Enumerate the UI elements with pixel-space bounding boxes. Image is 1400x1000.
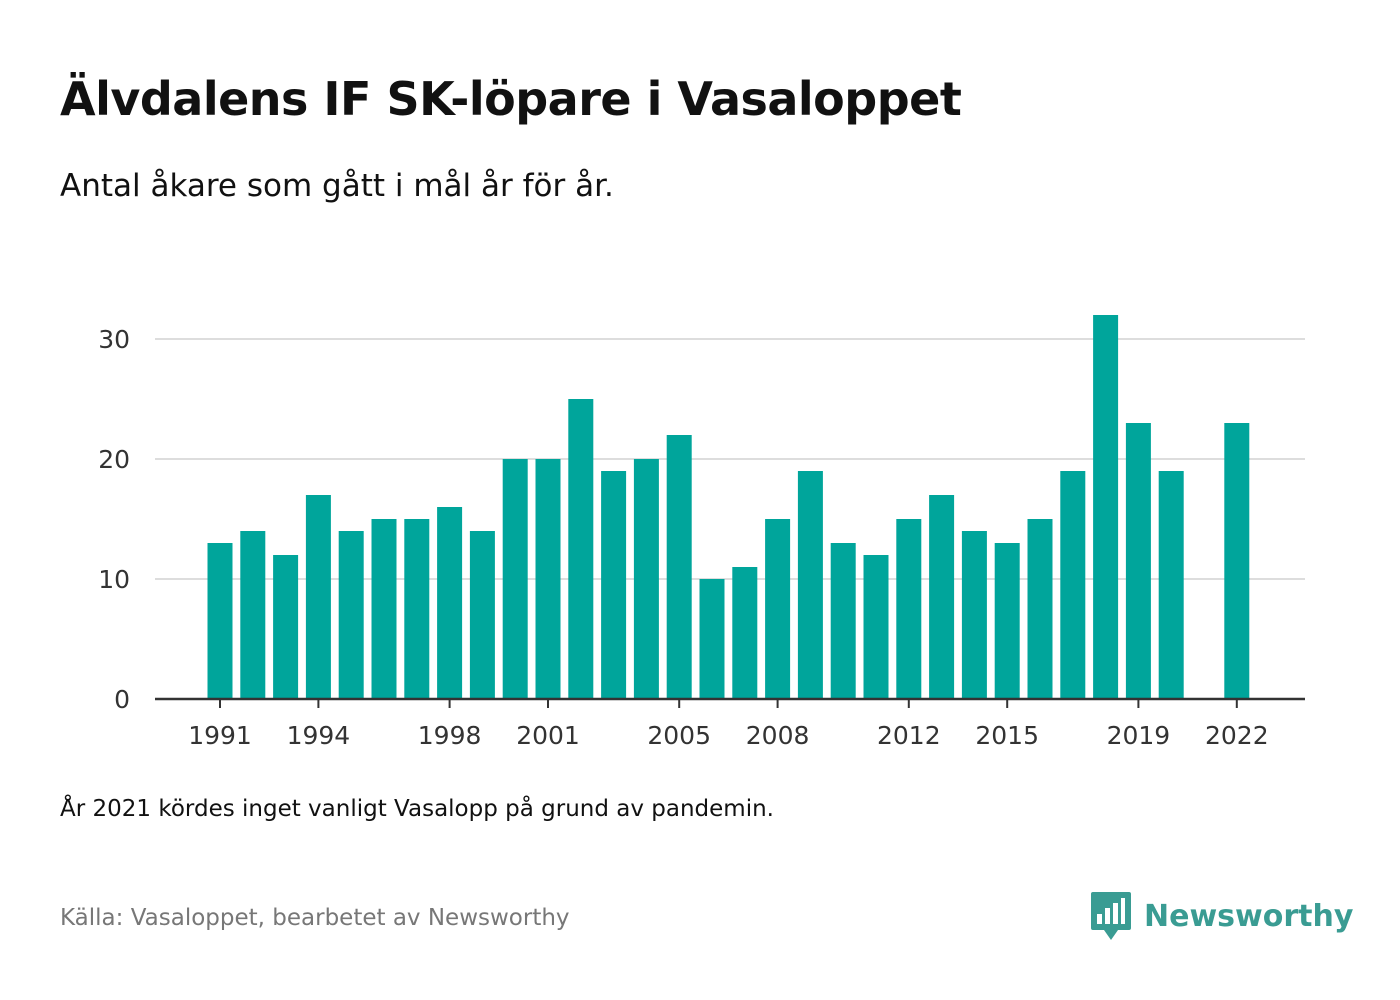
bars (207, 315, 1250, 699)
bar-2004 (633, 459, 659, 699)
x-tick-label: 1994 (287, 721, 351, 750)
x-tick-label: 2019 (1107, 721, 1171, 750)
chart-title: Älvdalens IF SK-löpare i Vasaloppet (60, 72, 962, 126)
source-credit: Källa: Vasaloppet, bearbetet av Newswort… (60, 905, 570, 931)
x-tick-label: 1998 (418, 721, 482, 750)
brand-name: Newsworthy (1144, 898, 1354, 934)
bar-2019 (1125, 423, 1151, 699)
y-tick-label: 20 (98, 445, 130, 474)
y-tick-label: 0 (114, 685, 130, 714)
x-tick-label: 2001 (516, 721, 580, 750)
bar-1997 (404, 519, 430, 699)
bar-2016 (1027, 519, 1053, 699)
bar-2012 (896, 519, 922, 699)
footnote: År 2021 kördes inget vanligt Vasalopp på… (60, 796, 774, 822)
bar-1991 (207, 543, 233, 699)
bar-1994 (305, 495, 331, 699)
bar-1995 (338, 531, 364, 699)
bar-2008 (765, 519, 791, 699)
brand: Newsworthy (1090, 890, 1353, 942)
x-tick-label: 2022 (1205, 721, 1269, 750)
bar-2006 (699, 579, 725, 699)
bar-2002 (568, 399, 594, 699)
bar-1993 (273, 555, 299, 699)
bar-2022 (1224, 423, 1250, 699)
bar-2013 (929, 495, 955, 699)
bar-2005 (666, 435, 692, 699)
x-tick-label: 1991 (188, 721, 252, 750)
axes: 0 10 20 30 1991 1994 1998 2001 2005 2008 2012 2015 2… (98, 325, 1305, 750)
x-tick-label: 2008 (746, 721, 810, 750)
y-tick-label: 30 (98, 325, 130, 354)
bar-2011 (863, 555, 889, 699)
bar-chart-speech-bubble-icon (1091, 892, 1131, 940)
bar-2014 (961, 531, 987, 699)
bar-2000 (502, 459, 528, 699)
x-tick-label: 2015 (975, 721, 1039, 750)
x-tick-label: 2005 (647, 721, 711, 750)
x-tick-label: 2012 (877, 721, 941, 750)
bar-2007 (732, 567, 758, 699)
bar-2010 (830, 543, 856, 699)
bar-1996 (371, 519, 397, 699)
bar-2020 (1158, 471, 1184, 699)
bar-2009 (797, 471, 823, 699)
bar-1998 (437, 507, 463, 699)
chart-subtitle: Antal åkare som gått i mål år för år. (60, 168, 614, 204)
bar-1992 (240, 531, 266, 699)
bar-1999 (469, 531, 495, 699)
bar-2003 (601, 471, 627, 699)
bar-2018 (1093, 315, 1119, 699)
bar-2017 (1060, 471, 1086, 699)
bar-2001 (535, 459, 561, 699)
y-tick-label: 10 (98, 565, 130, 594)
bar-2015 (994, 543, 1020, 699)
